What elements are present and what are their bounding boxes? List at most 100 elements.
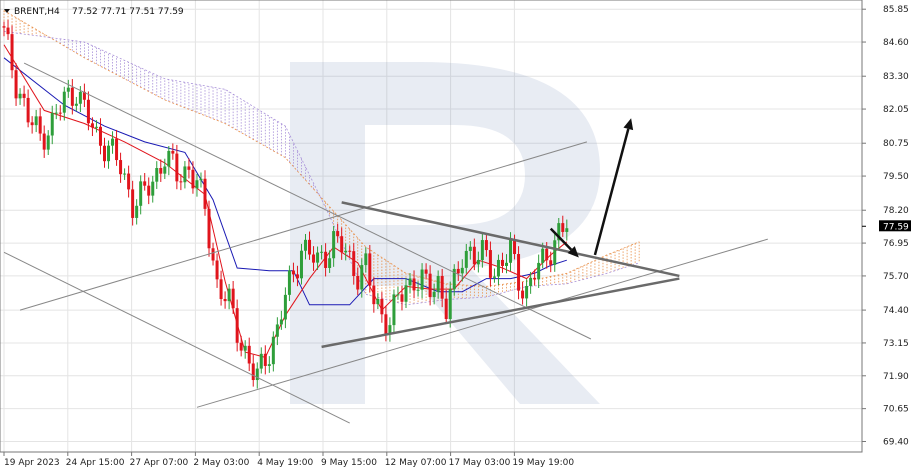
candle-body bbox=[324, 251, 328, 268]
y-tick-label: 69.40 bbox=[883, 437, 909, 447]
candle-body bbox=[159, 168, 163, 174]
candle-body bbox=[179, 181, 183, 183]
candle-body bbox=[247, 345, 251, 364]
candle-body bbox=[231, 288, 235, 309]
candle-body bbox=[332, 231, 336, 259]
candle-body bbox=[291, 270, 295, 275]
candle-body bbox=[283, 294, 287, 320]
candle-body bbox=[30, 122, 34, 126]
candle-body bbox=[66, 87, 70, 92]
current-price-value: 77.59 bbox=[883, 222, 909, 232]
candle-body bbox=[553, 240, 557, 265]
y-tick-label: 83.30 bbox=[883, 72, 909, 82]
candle-body bbox=[348, 250, 352, 252]
candle-body bbox=[199, 178, 203, 181]
candle-body bbox=[74, 103, 78, 106]
candle-body bbox=[529, 277, 533, 286]
candle-body bbox=[412, 278, 416, 291]
candle-body bbox=[448, 289, 452, 319]
candle-body bbox=[187, 166, 191, 170]
candle-body bbox=[404, 285, 408, 302]
candle-body bbox=[219, 279, 223, 300]
candle-body bbox=[509, 239, 513, 263]
forecast-arrow-shaft bbox=[593, 128, 630, 256]
y-tick-label: 84.60 bbox=[883, 38, 909, 48]
candle-body bbox=[287, 270, 291, 295]
price-axis: 85.85 84.60 83.30 82.05 80.75 79.50 78.20 76.95… bbox=[862, 5, 909, 447]
candle-body bbox=[58, 112, 62, 114]
candle-body bbox=[368, 253, 372, 286]
x-tick-label: 2 May 03:00 bbox=[193, 458, 249, 468]
x-tick-label: 12 May 07:00 bbox=[385, 458, 447, 468]
candle-body bbox=[2, 26, 6, 28]
y-tick-label: 73.15 bbox=[883, 339, 909, 349]
candle-body bbox=[517, 254, 521, 291]
candle-body bbox=[480, 240, 484, 261]
trendline bbox=[3, 251, 350, 424]
candle-body bbox=[143, 181, 147, 186]
forecast-arrow-shaft bbox=[549, 227, 573, 251]
candle-body bbox=[147, 185, 151, 196]
candle-body bbox=[139, 181, 143, 206]
candle-body bbox=[565, 228, 569, 232]
candle-body bbox=[163, 166, 167, 174]
candle-body bbox=[34, 116, 38, 126]
candle-body bbox=[18, 93, 22, 99]
candle-body bbox=[312, 254, 316, 263]
candle-body bbox=[203, 178, 207, 209]
candle-body bbox=[267, 364, 271, 366]
candle-body bbox=[420, 269, 424, 290]
candle-body bbox=[119, 160, 123, 175]
candle-body bbox=[46, 135, 50, 150]
candle-body bbox=[98, 126, 102, 146]
trendline bbox=[23, 62, 592, 340]
y-tick-label: 79.50 bbox=[883, 172, 909, 182]
candle-body bbox=[557, 223, 561, 241]
candle-body bbox=[456, 268, 460, 274]
candle-body bbox=[484, 240, 488, 251]
candle-body bbox=[537, 262, 541, 280]
x-tick-label: 19 Apr 2023 bbox=[4, 458, 60, 468]
candle-body bbox=[464, 250, 468, 268]
y-tick-label: 82.05 bbox=[883, 105, 909, 115]
y-tick-label: 75.70 bbox=[883, 272, 909, 282]
candle-body bbox=[10, 34, 14, 71]
candle-body bbox=[235, 308, 239, 343]
watermark-r-shape bbox=[290, 62, 600, 404]
y-tick-label: 80.75 bbox=[883, 139, 909, 149]
y-tick-label: 85.85 bbox=[883, 5, 909, 15]
candle-body bbox=[239, 342, 243, 351]
candle-body bbox=[251, 363, 255, 381]
candle-body bbox=[364, 253, 368, 266]
candle-body bbox=[207, 208, 211, 249]
candle-body bbox=[295, 274, 299, 279]
symbol-label: BRENT,H4 bbox=[14, 7, 60, 17]
candle-body bbox=[215, 260, 219, 280]
y-tick-label: 71.90 bbox=[883, 372, 909, 382]
candle-body bbox=[127, 173, 131, 190]
candle-body bbox=[308, 239, 312, 255]
y-tick-label: 76.95 bbox=[883, 239, 909, 249]
candle-body bbox=[131, 189, 135, 218]
candle-body bbox=[151, 181, 155, 196]
candle-body bbox=[360, 265, 364, 290]
x-tick-label: 17 May 03:00 bbox=[449, 458, 511, 468]
forecast-arrow-head bbox=[567, 246, 579, 258]
candle-body bbox=[22, 93, 26, 98]
candle-body bbox=[304, 239, 307, 251]
candle-body bbox=[195, 180, 199, 189]
candle-body bbox=[452, 268, 456, 290]
candle-body bbox=[50, 112, 54, 136]
candle-body bbox=[549, 260, 553, 265]
candlesticks bbox=[2, 19, 569, 389]
candle-body bbox=[424, 269, 428, 274]
candle-body bbox=[328, 258, 332, 268]
trendline bbox=[196, 238, 768, 408]
candle-body bbox=[545, 248, 549, 261]
candle-body bbox=[352, 251, 356, 276]
triangle-down-icon[interactable] bbox=[4, 9, 10, 13]
candle-body bbox=[167, 150, 171, 167]
candle-body bbox=[496, 259, 500, 277]
candle-body bbox=[460, 267, 464, 274]
